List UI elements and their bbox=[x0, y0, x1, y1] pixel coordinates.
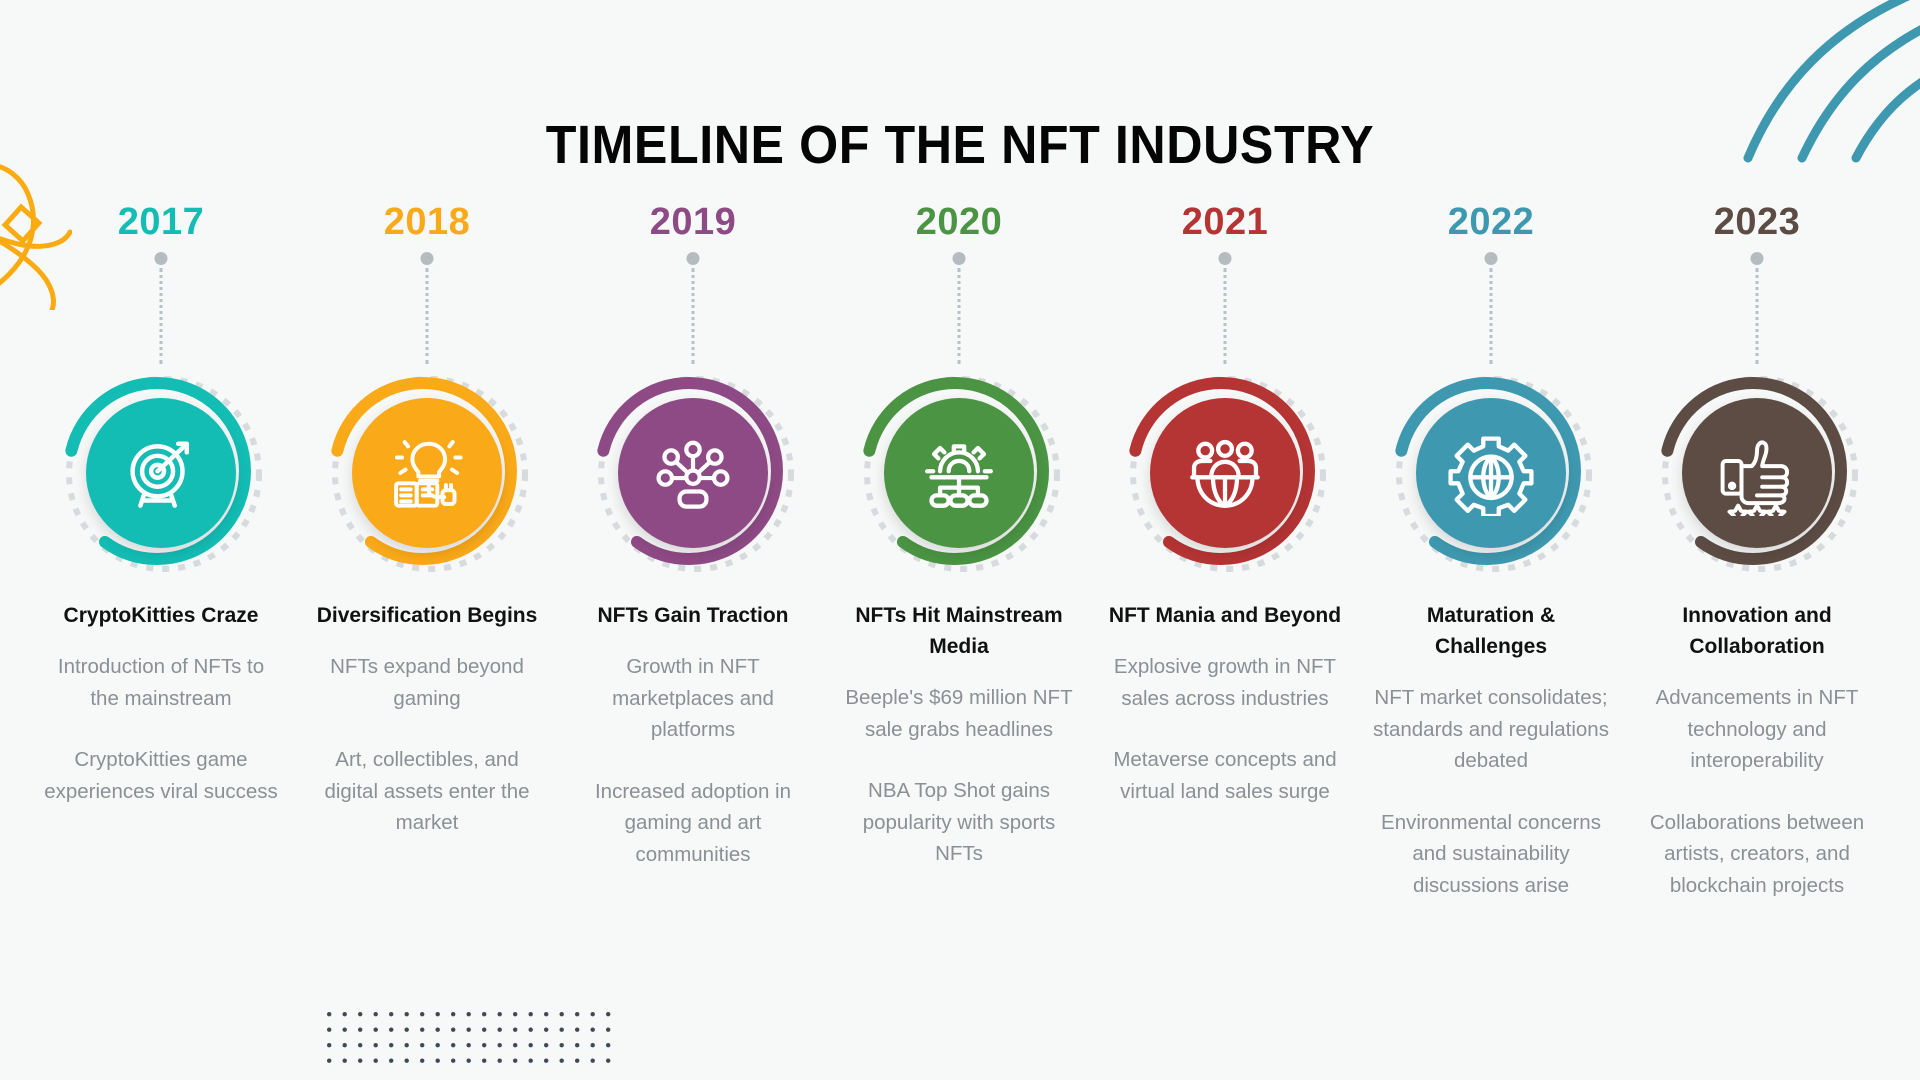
badge-2020 bbox=[856, 370, 1062, 576]
connector-knob bbox=[952, 252, 966, 265]
badge-disc bbox=[86, 398, 236, 548]
connector-knob bbox=[1218, 252, 1232, 265]
milestone-bullets: Growth in NFT marketplaces and platforms… bbox=[560, 651, 826, 870]
bullet-item: Beeple's $69 million NFT sale grabs head… bbox=[845, 686, 1073, 741]
lightbulb-book-plug-icon bbox=[394, 440, 463, 508]
thumbs-up-stars-icon bbox=[1720, 440, 1790, 516]
year-label: 2022 bbox=[1447, 201, 1535, 243]
badge-disc bbox=[884, 398, 1034, 548]
connector-knob bbox=[1484, 252, 1498, 265]
milestone-bullets: NFT market consolidates; standards and r… bbox=[1358, 682, 1624, 901]
badge-disc bbox=[352, 398, 502, 548]
connector-dashes bbox=[691, 268, 695, 364]
milestone-heading: NFTs Gain Traction bbox=[597, 604, 789, 627]
badge-disc bbox=[618, 398, 768, 548]
bullet-item: Collaborations between artists, creators… bbox=[1649, 810, 1865, 897]
milestone-heading: NFTs Hit Mainstream Media bbox=[855, 604, 1063, 658]
milestone-heading: Maturation & Challenges bbox=[1426, 604, 1556, 658]
year-label: 2019 bbox=[649, 201, 737, 243]
year-label: 2023 bbox=[1713, 201, 1801, 243]
bullet-item: NFTs expand beyond gaming bbox=[330, 655, 524, 710]
milestone-heading: NFT Mania and Beyond bbox=[1108, 604, 1342, 627]
milestone-2017: 2017 bbox=[28, 200, 294, 901]
connector-knob bbox=[154, 252, 168, 265]
bullet-item: CryptoKitties game experiences viral suc… bbox=[44, 748, 278, 803]
milestone-2023: 2023 bbox=[1624, 200, 1890, 901]
milestone-heading: Innovation and Collaboration bbox=[1682, 604, 1832, 658]
bullet-item: NFT market consolidates; standards and r… bbox=[1373, 686, 1609, 772]
year-label: 2021 bbox=[1181, 201, 1269, 243]
connector-knob bbox=[686, 252, 700, 265]
connector-line bbox=[154, 252, 168, 368]
milestone-2021: 2021 bbox=[1092, 200, 1358, 901]
milestone-2019: 2019 bbox=[560, 200, 826, 901]
year-label: 2020 bbox=[915, 201, 1003, 243]
bullet-item: Explosive growth in NFT sales across ind… bbox=[1113, 655, 1337, 710]
year-label: 2018 bbox=[383, 201, 471, 243]
milestone-bullets: Advancements in NFT technology and inter… bbox=[1624, 682, 1890, 901]
milestone-bullets: NFTs expand beyond gaming Art, collectib… bbox=[294, 651, 560, 839]
year-label: 2017 bbox=[117, 201, 205, 243]
milestone-bullets: Explosive growth in NFT sales across ind… bbox=[1092, 651, 1358, 807]
milestone-bullets: Beeple's $69 million NFT sale grabs head… bbox=[826, 682, 1092, 870]
badge-2021 bbox=[1122, 370, 1328, 576]
bullet-item: Increased adoption in gaming and art com… bbox=[594, 779, 792, 866]
badge-disc bbox=[1150, 398, 1300, 548]
timeline-row: 2017 bbox=[0, 200, 1920, 901]
connector-knob bbox=[1750, 252, 1764, 265]
badge-disc bbox=[1682, 398, 1832, 548]
badge-2018 bbox=[324, 370, 530, 576]
connector-knob bbox=[420, 252, 434, 265]
network-hub-icon bbox=[656, 440, 730, 509]
bullet-item: Environmental concerns and sustainabilit… bbox=[1381, 810, 1601, 897]
milestone-bullets: Introduction of NFTs to the mainstream C… bbox=[28, 651, 294, 807]
bullet-item: Metaverse concepts and virtual land sale… bbox=[1113, 748, 1337, 803]
badge-2022 bbox=[1388, 370, 1594, 576]
dot-grid-icon bbox=[327, 1012, 612, 1074]
connector-dashes bbox=[1755, 268, 1759, 364]
milestone-2022: 2022 bbox=[1358, 200, 1624, 901]
badge-2023 bbox=[1654, 370, 1860, 576]
connector-dashes bbox=[1223, 268, 1227, 364]
bullet-item: Growth in NFT marketplaces and platforms bbox=[612, 655, 774, 741]
connector-dashes bbox=[957, 268, 961, 364]
target-arrow-icon bbox=[130, 441, 190, 508]
badge-2017 bbox=[58, 370, 264, 576]
people-globe-icon bbox=[1190, 439, 1260, 508]
bullet-item: NBA Top Shot gains popularity with sport… bbox=[862, 779, 1056, 865]
gear-hierarchy-icon bbox=[925, 444, 993, 508]
milestone-2018: 2018 bbox=[294, 200, 560, 901]
connector-line bbox=[420, 252, 434, 368]
connector-line bbox=[952, 252, 966, 368]
connector-dashes bbox=[1489, 268, 1493, 364]
connector-dashes bbox=[425, 268, 429, 364]
connector-dashes bbox=[159, 268, 163, 364]
bullet-item: Art, collectibles, and digital assets en… bbox=[324, 748, 530, 834]
milestone-2020: 2020 bbox=[826, 200, 1092, 901]
bullet-item: Advancements in NFT technology and inter… bbox=[1655, 686, 1859, 772]
bullet-item: Introduction of NFTs to the mainstream bbox=[57, 655, 265, 710]
connector-line bbox=[1484, 252, 1498, 368]
milestone-heading: CryptoKitties Craze bbox=[63, 604, 259, 627]
connector-line bbox=[1218, 252, 1232, 368]
connector-line bbox=[686, 252, 700, 368]
connector-line bbox=[1750, 252, 1764, 368]
page-title: TIMELINE OF THE NFT INDUSTRY bbox=[545, 115, 1375, 176]
badge-disc bbox=[1416, 398, 1566, 548]
milestone-heading: Diversification Begins bbox=[316, 604, 538, 627]
globe-gear-icon bbox=[1448, 436, 1534, 516]
badge-2019 bbox=[590, 370, 796, 576]
